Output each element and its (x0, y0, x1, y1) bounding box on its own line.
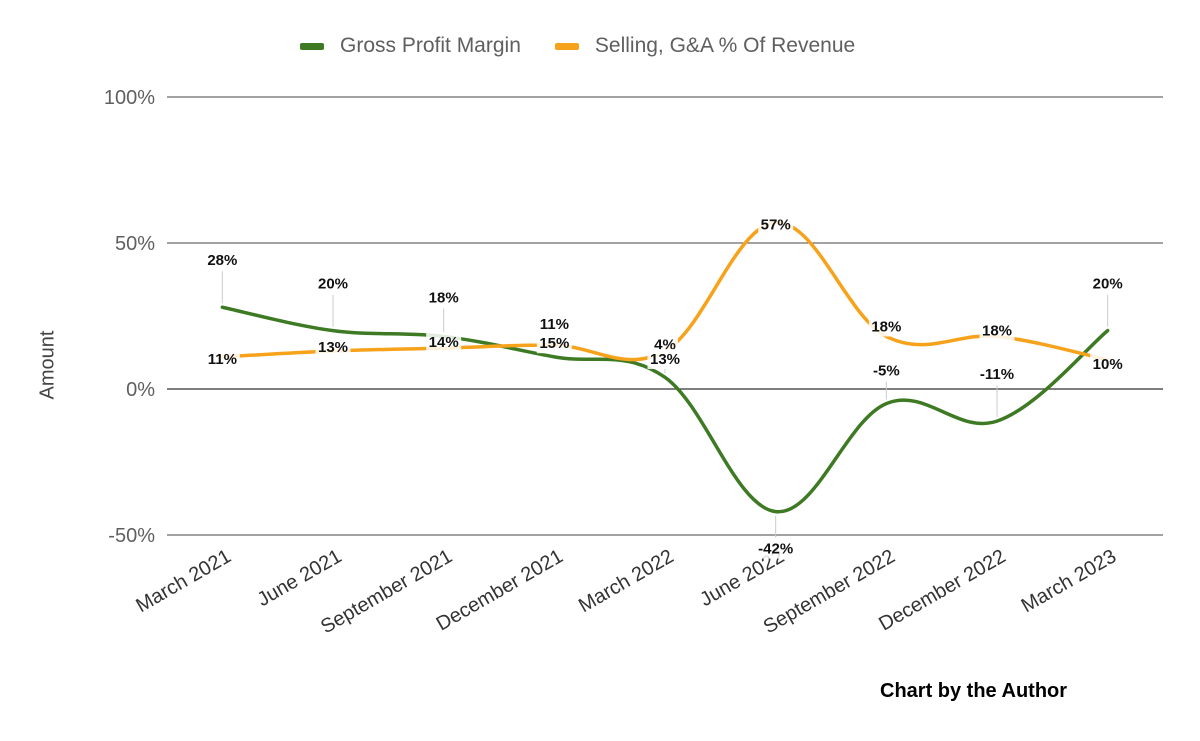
data-label-bg (975, 364, 1019, 385)
legend-swatch-gross-profit-margin (300, 42, 324, 50)
legend-label-gross-profit-margin: Gross Profit Margin (340, 34, 521, 57)
y-axis-title: Amount (36, 330, 59, 400)
x-tick-label: March 2022 (575, 545, 677, 617)
y-tick-label: 50% (115, 233, 155, 255)
data-label-bg (868, 360, 904, 381)
y-tick-label: -50% (108, 525, 155, 547)
data-label-bg (868, 316, 904, 337)
series-line-selling-ga (220, 220, 1110, 362)
series-line-gross-profit-margin (220, 305, 1110, 514)
legend-label-selling-ga: Selling, G&A % Of Revenue (594, 34, 856, 57)
chart-credit: Chart by the Author (880, 680, 1068, 702)
data-label: 10% (1093, 356, 1123, 373)
x-tick-label: March 2021 (132, 545, 234, 617)
data-label: -42% (758, 541, 793, 558)
y-tick-label: 100% (104, 87, 155, 109)
data-label: 28% (207, 252, 237, 269)
legend-swatch-selling-ga (554, 42, 579, 50)
data-label: 18% (871, 318, 901, 335)
x-tick-label: March 2023 (1018, 545, 1120, 617)
data-label-bg (426, 287, 462, 308)
x-tick-label: June 2021 (254, 545, 346, 611)
data-label: 11% (540, 316, 569, 333)
data-label: 18% (982, 322, 1012, 339)
data-label: 15% (539, 335, 569, 352)
data-label-bg (1090, 273, 1126, 294)
data-label-bg (536, 333, 572, 354)
data-label-bg (204, 348, 240, 369)
data-label-bg (426, 332, 462, 353)
data-label-bg (204, 250, 240, 271)
data-label: 13% (318, 339, 348, 356)
data-label-bg (536, 313, 572, 334)
data-label: 14% (429, 334, 459, 351)
y-tick-label: 0% (126, 379, 155, 401)
data-label: 11% (208, 351, 237, 368)
chart-legend: Gross Profit Margin Selling, G&A % Of Re… (300, 34, 889, 58)
data-label: 20% (1093, 276, 1123, 293)
data-label-bg (315, 273, 351, 294)
data-label-bg (315, 337, 351, 358)
legend-item-gross-profit-margin[interactable]: Gross Profit Margin (300, 34, 521, 58)
data-label-bg (758, 214, 794, 235)
legend-item-selling-ga[interactable]: Selling, G&A % Of Revenue (554, 34, 856, 58)
data-label: 18% (429, 289, 459, 306)
data-label-bg (647, 349, 683, 370)
data-label: 20% (318, 276, 348, 293)
data-label: -5% (873, 363, 900, 380)
data-label: 57% (761, 217, 791, 234)
data-label-bg (979, 320, 1015, 341)
data-label: -11% (980, 366, 1014, 383)
data-label: 13% (650, 351, 680, 368)
data-label-bg (1090, 353, 1126, 374)
data-label-bg (753, 538, 798, 559)
